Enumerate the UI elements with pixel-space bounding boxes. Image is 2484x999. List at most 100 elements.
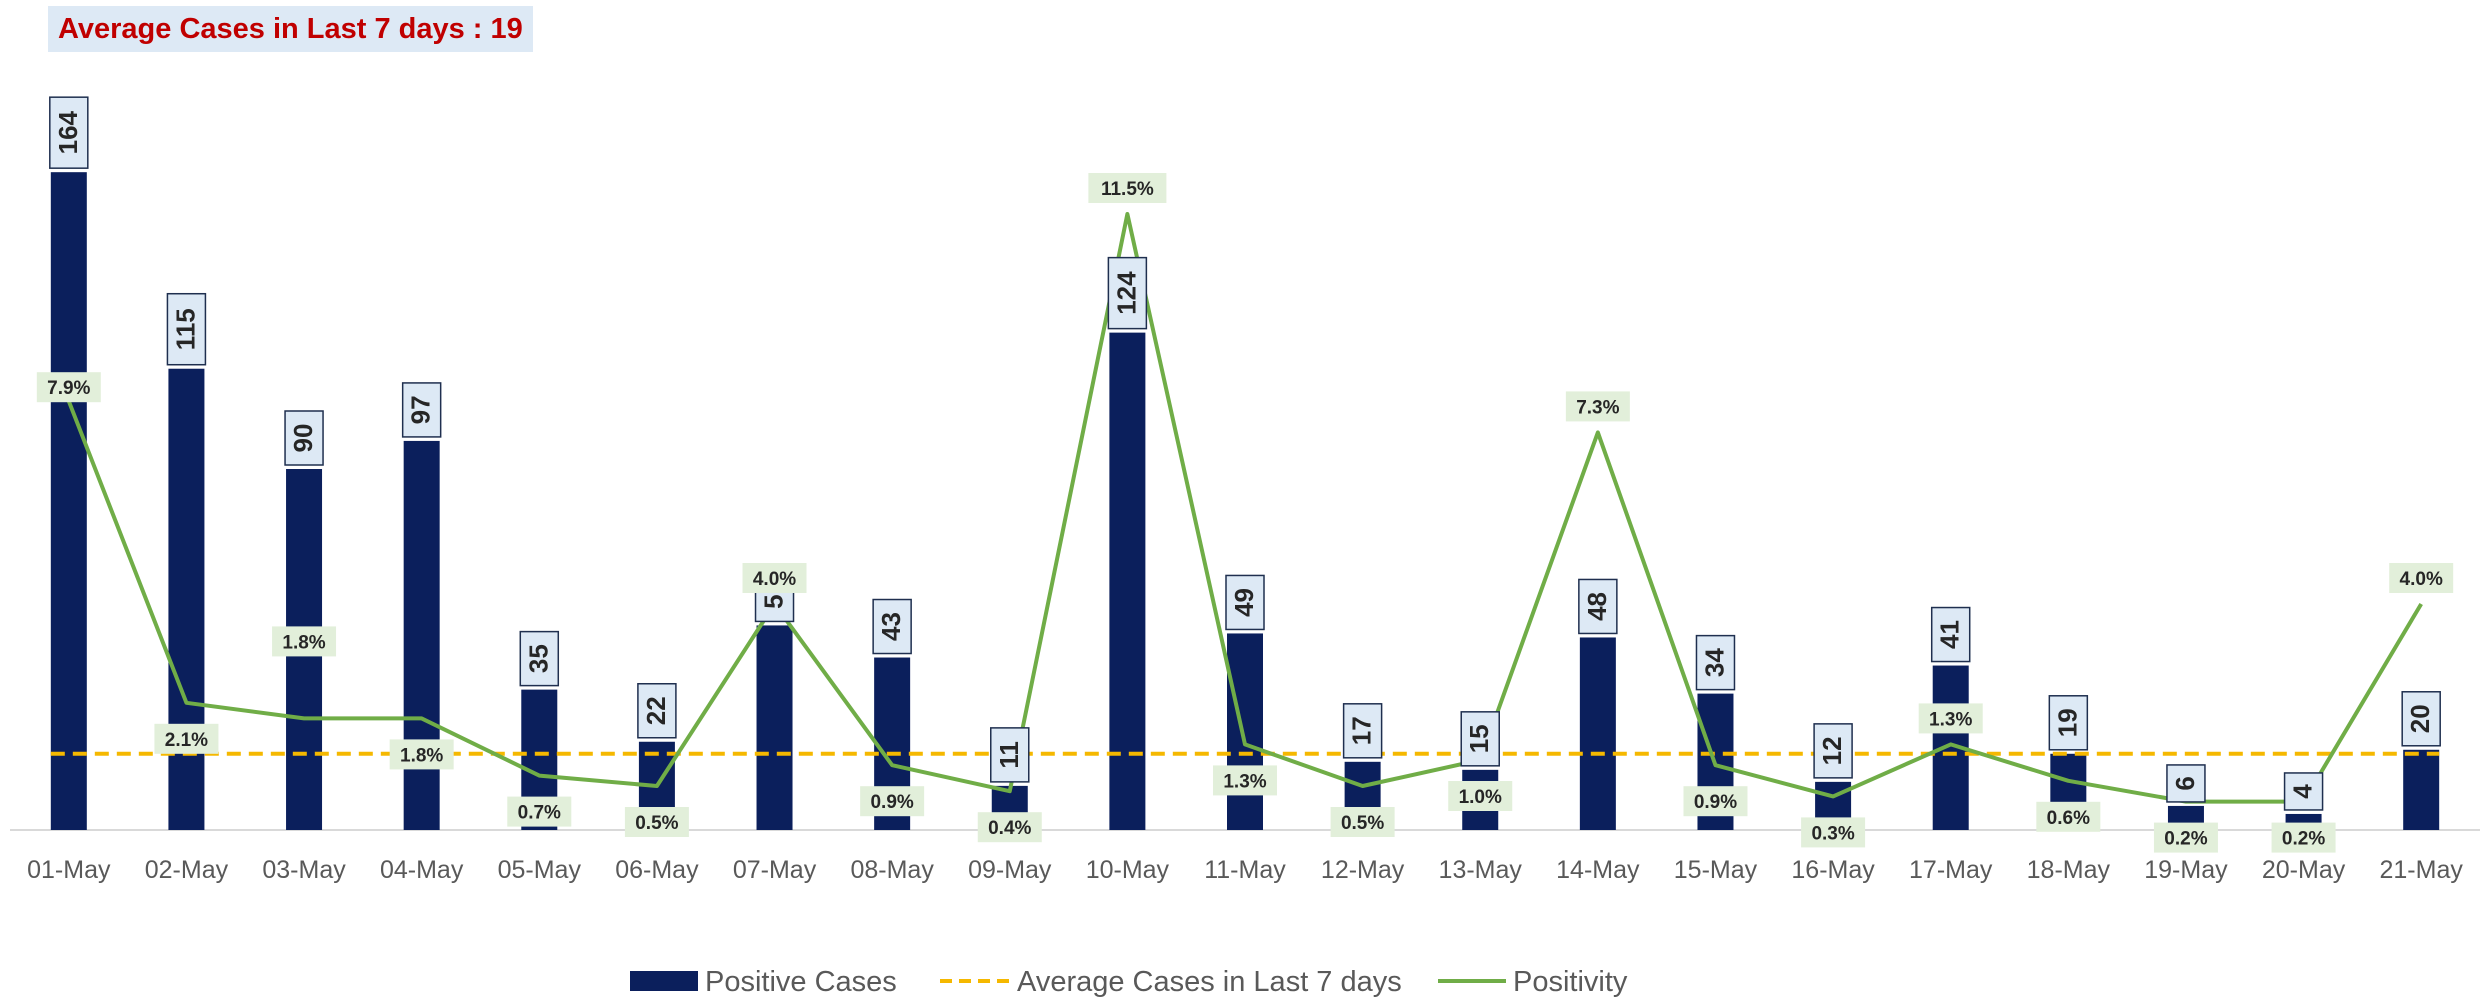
bar-value-box	[872, 598, 912, 655]
positivity-label: 0.9%	[1683, 786, 1748, 817]
positivity-label-box	[1801, 817, 1866, 848]
positivity-label: 0.7%	[507, 796, 572, 827]
x-tick-label: 11-May	[1204, 856, 1286, 884]
positivity-label: 4.0%	[742, 563, 807, 593]
bar-value-text: 15	[1464, 724, 1494, 753]
positivity-label-text: 0.3%	[1811, 823, 1854, 844]
positivity-label-text: 0.2%	[2164, 829, 2207, 850]
bar-value-text: 41	[1935, 620, 1965, 649]
positivity-label-text: 1.3%	[1223, 771, 1266, 792]
positivity-label-text: 1.8%	[400, 745, 443, 766]
bar-value-text: 4	[2288, 784, 2318, 799]
bar-value-label: 20	[2401, 691, 2441, 747]
positivity-label-box	[1448, 781, 1513, 811]
positivity-label-box	[742, 563, 807, 593]
positivity-label-box	[624, 807, 689, 837]
bar-value-label: 4	[2283, 772, 2324, 811]
positivity-label-box	[272, 626, 337, 657]
positivity-label: 0.2%	[2271, 822, 2336, 853]
bar-value-box	[284, 410, 324, 466]
bar-value-text: 34	[1699, 648, 1729, 677]
positivity-label-box	[1213, 765, 1277, 796]
bar-value-text: 22	[641, 696, 671, 725]
bar-value-label: 164	[49, 96, 89, 169]
bar	[2403, 749, 2440, 830]
positivity-line	[66, 212, 2423, 804]
bar-value-label: 22	[637, 683, 677, 739]
positivity-label-text: 4.0%	[753, 569, 796, 590]
bar-value-box	[519, 630, 560, 687]
bar-value-text: 20	[2405, 704, 2435, 733]
x-tick-label: 02-May	[145, 856, 229, 884]
positivity-label: 1.8%	[389, 739, 454, 770]
bar-value-label: 6	[2166, 764, 2206, 803]
bar-value-label: 43	[872, 598, 912, 655]
positivity-label: 7.9%	[36, 372, 101, 403]
x-tick-label: 18-May	[2027, 856, 2111, 884]
chart-title: Average Cases in Last 7 days : 19	[58, 12, 523, 45]
bar-value-label: 15	[1460, 711, 1500, 767]
positivity-label: 1.3%	[1213, 765, 1277, 796]
bar-value-text: 17	[1347, 716, 1377, 745]
positivity-label-box	[154, 723, 219, 754]
bar	[756, 625, 793, 830]
bar-value-box	[2166, 764, 2206, 803]
bar-value-text: 90	[288, 424, 318, 453]
legend: Positive Cases Average Cases in Last 7 da…	[630, 966, 1628, 998]
legend-label-average: Average Cases in Last 7 days	[1017, 966, 1402, 998]
positivity-label: 1.0%	[1448, 781, 1513, 811]
positivity-label: 0.3%	[1801, 817, 1866, 848]
bar-value-box	[1930, 606, 1971, 663]
bar-value-label: 41	[1930, 606, 1971, 663]
x-tick-label: 07-May	[733, 856, 817, 884]
positivity-label-box	[1565, 391, 1630, 422]
positivity-label-box	[1683, 786, 1748, 817]
bar	[403, 440, 440, 830]
bar-value-text: 43	[876, 612, 906, 641]
x-tick-label: 09-May	[968, 856, 1052, 884]
positivity-label-text: 0.7%	[518, 803, 561, 824]
bar-value-box	[990, 727, 1030, 783]
x-tick-label: 01-May	[27, 856, 111, 884]
bar-value-label: 11	[990, 727, 1030, 783]
x-tick-label: 05-May	[498, 856, 582, 884]
bar-value-box	[2048, 695, 2089, 751]
bar-value-text: 12	[1817, 736, 1847, 765]
positivity-label-text: 11.5%	[1101, 179, 1154, 200]
legend-label-positivity: Positivity	[1513, 966, 1628, 998]
positivity-label-box	[977, 812, 1042, 843]
positivity-label-text: 0.5%	[1341, 813, 1384, 834]
bar-value-text: 19	[2052, 708, 2082, 737]
positivity-label: 0.2%	[2153, 822, 2218, 853]
bar-value-box	[1342, 703, 1383, 759]
bar-value-text: 11	[994, 741, 1024, 769]
positivity-label-text: 1.3%	[1929, 709, 1972, 730]
bar	[1109, 332, 1146, 830]
x-tick-label: 12-May	[1321, 856, 1405, 884]
x-tick-label: 21-May	[2380, 856, 2464, 884]
bar-value-box	[2283, 772, 2324, 811]
positivity-label-text: 7.3%	[1576, 397, 1619, 418]
positivity-label-box	[389, 739, 454, 770]
bar-value-box	[1578, 578, 1618, 635]
bar	[168, 368, 205, 830]
positivity-label: 1.8%	[272, 626, 337, 657]
positivity-label-box	[36, 372, 101, 403]
positivity-label: 2.1%	[154, 723, 219, 754]
x-tick-label: 14-May	[1556, 856, 1640, 884]
bar-value-box	[637, 683, 677, 739]
bar-value-text: 115	[170, 308, 200, 350]
bar-value-box	[166, 292, 207, 366]
positivity-label: 0.5%	[1330, 807, 1395, 837]
x-tick-label: 04-May	[380, 856, 464, 884]
bar-value-label: 34	[1695, 634, 1736, 691]
bar-value-label: 90	[284, 410, 324, 466]
bar-value-box	[1225, 574, 1265, 631]
x-tick-label: 15-May	[1674, 856, 1758, 884]
positivity-label: 0.4%	[977, 812, 1042, 843]
positivity-label-box	[2153, 822, 2218, 853]
bar-value-label: 49	[1225, 574, 1265, 631]
positivity-label-text: 0.9%	[870, 792, 913, 813]
x-tick-label: 08-May	[850, 856, 934, 884]
